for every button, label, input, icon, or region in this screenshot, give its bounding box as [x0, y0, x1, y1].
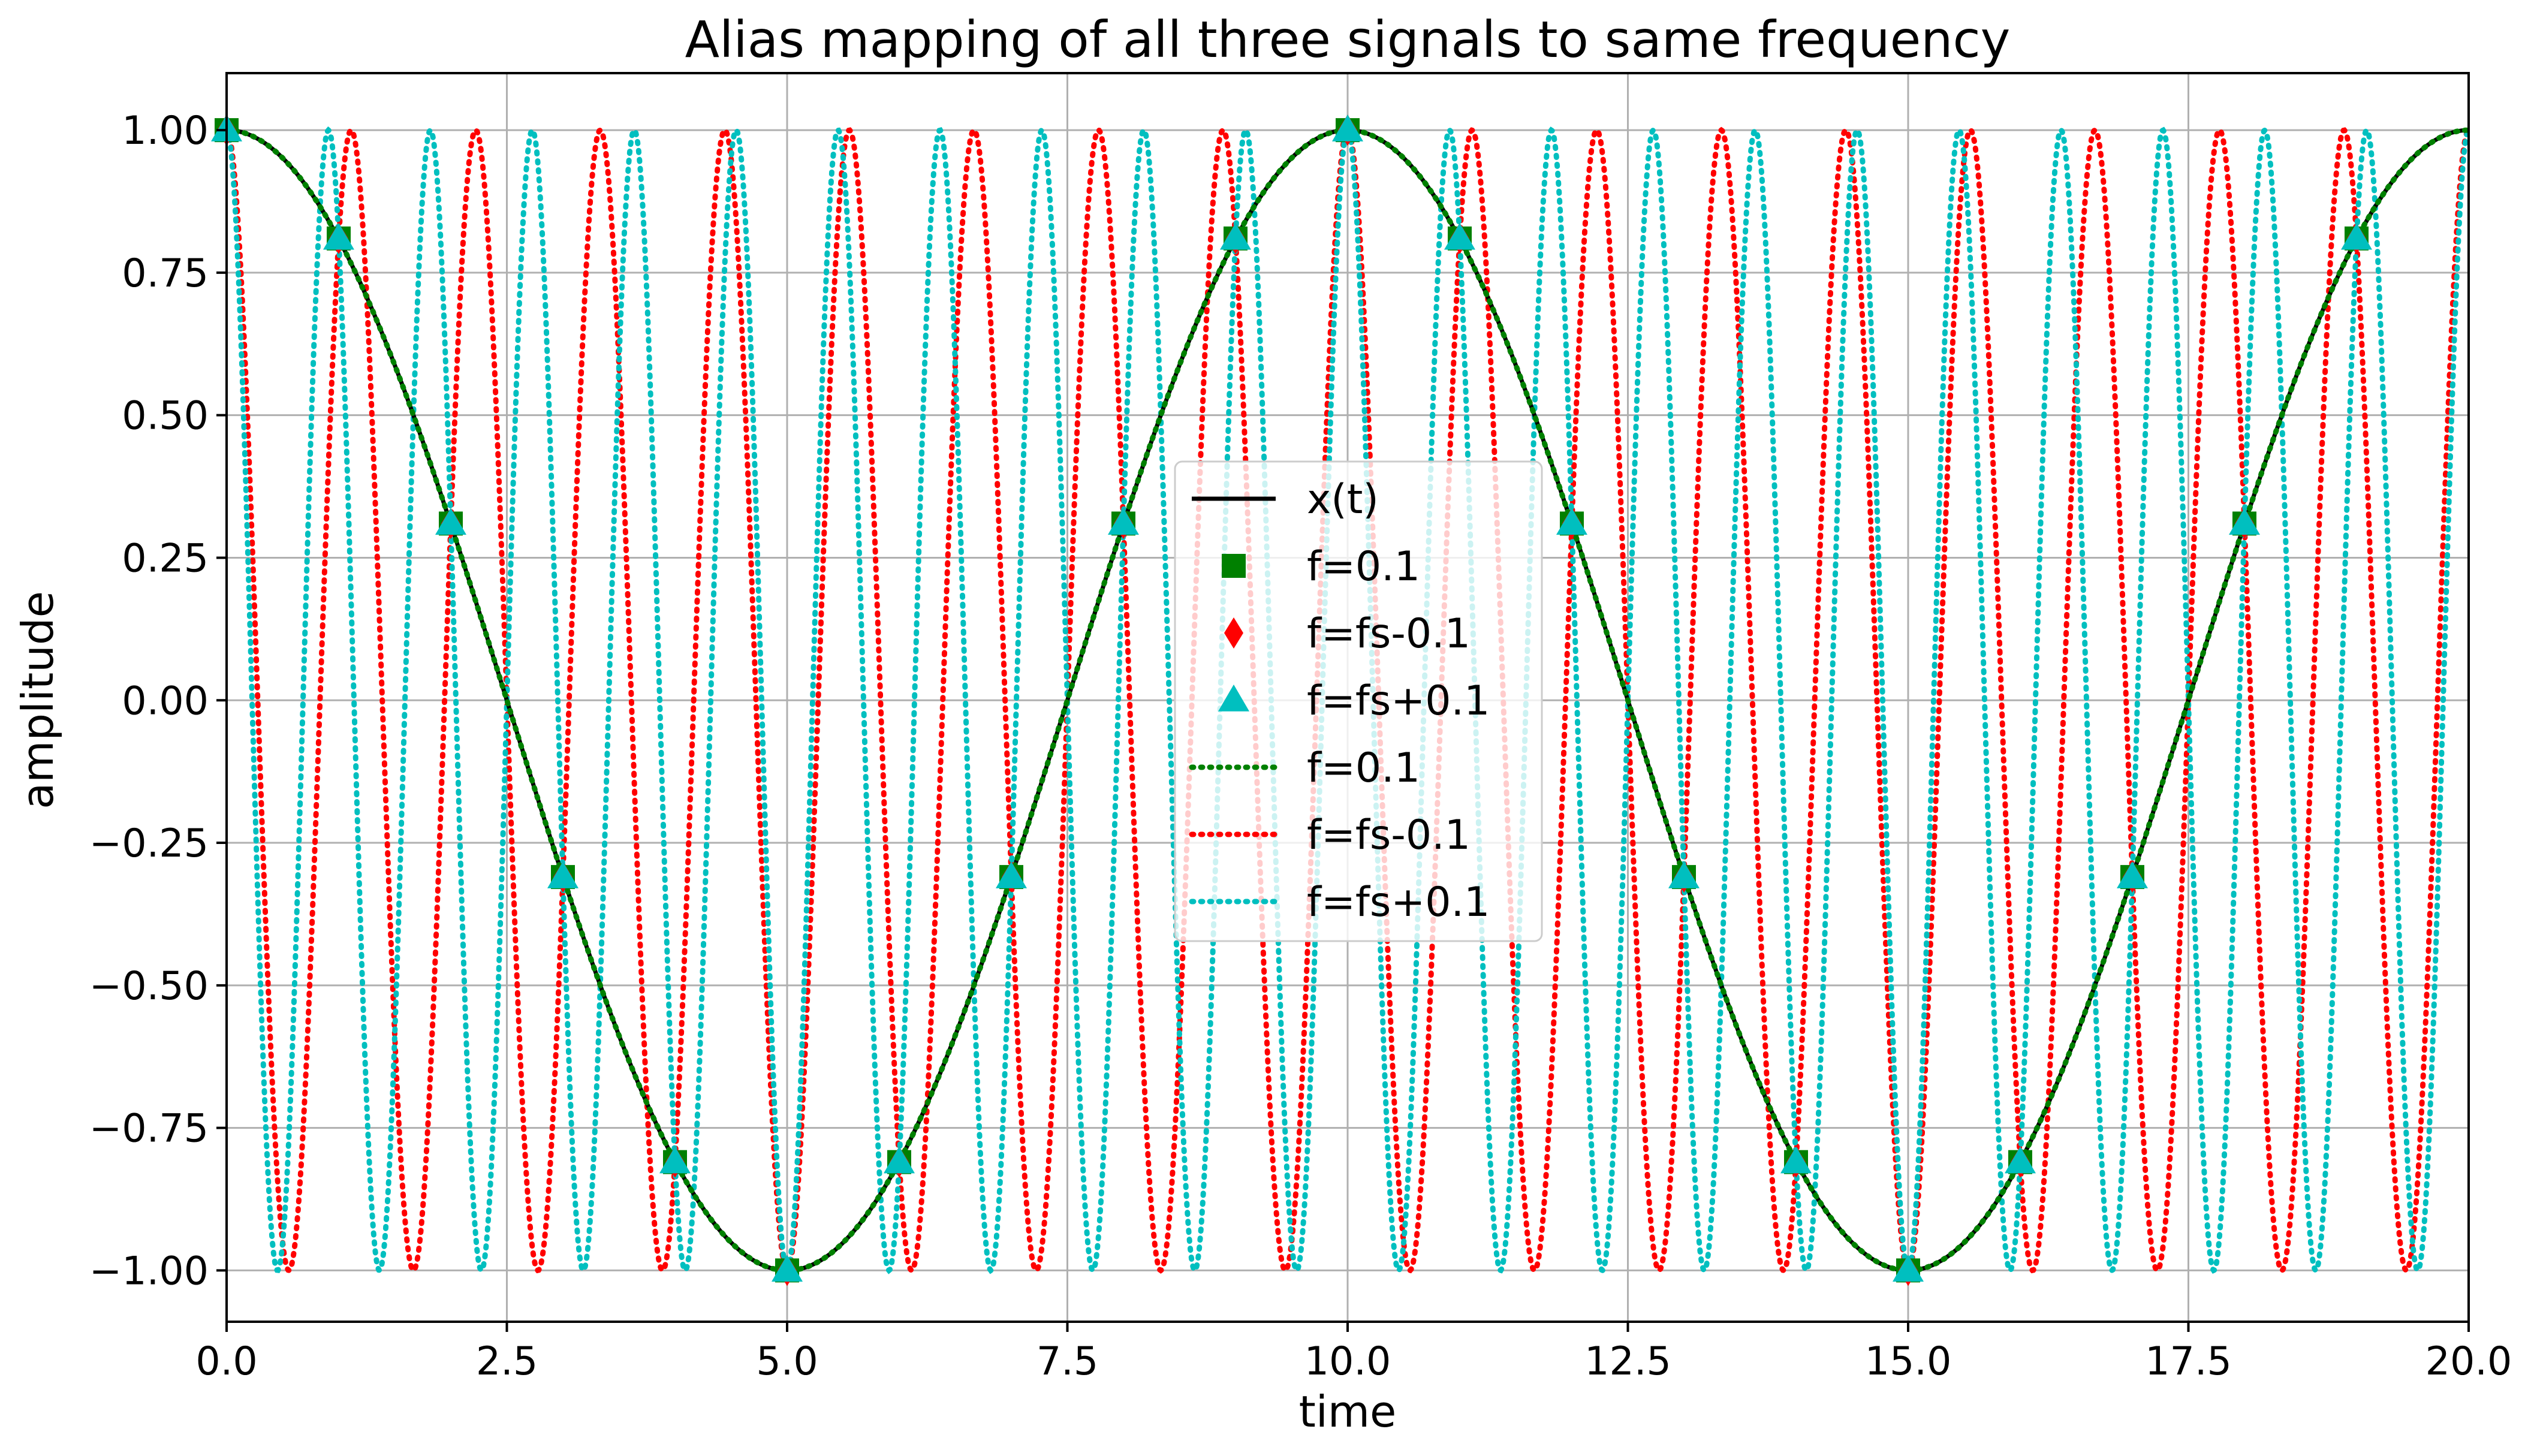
data-point-f-fs-0-1: [1780, 1146, 1812, 1174]
x-tick-label: 5.0: [756, 1339, 818, 1384]
legend-box: [1174, 460, 1543, 942]
y-tick-label: 1.00: [122, 108, 209, 153]
legend: x(t) f=0.1 f=fs-0.1 f=fs+0.1 f=0.1 f=fs-0.1 f=…: [1174, 460, 1543, 942]
x-tick-label: 7.5: [1036, 1339, 1098, 1384]
legend-label: f=0.1: [1307, 543, 1420, 590]
y-tick-label: −1.00: [89, 1249, 209, 1294]
legend-swatch-f-fs-0-1: [1224, 617, 1243, 649]
legend-label: f=fs-0.1: [1307, 812, 1471, 859]
x-tick-label: 12.5: [1584, 1339, 1671, 1384]
legend-label: x(t): [1307, 476, 1379, 523]
legend-label: f=fs+0.1: [1307, 879, 1490, 926]
y-tick-label: 0.75: [122, 251, 209, 296]
legend-swatch-f-0-1: [1222, 554, 1246, 578]
data-point-f-fs-0-1: [2229, 508, 2260, 535]
data-point-f-fs-0-1: [435, 508, 466, 535]
x-tick-label: 17.5: [2145, 1339, 2232, 1384]
x-tick-label: 2.5: [476, 1339, 538, 1384]
data-point-f-fs-0-1: [1332, 114, 1363, 141]
data-point-f-fs-0-1: [659, 1146, 691, 1174]
legend-swatch-f-fs-0-1: [1218, 685, 1249, 712]
series-markers-f-fs-0-1: [211, 114, 2372, 1282]
y-tick-label: 0.00: [122, 679, 209, 724]
y-tick-label: −0.50: [89, 964, 209, 1009]
x-tick-label: 15.0: [1865, 1339, 1952, 1384]
legend-label: f=fs-0.1: [1307, 610, 1471, 658]
data-point-f-fs-0-1: [323, 222, 354, 250]
chart-title: Alias mapping of all three signals to sa…: [685, 10, 2011, 69]
data-point-f-fs-0-1: [2005, 1146, 2036, 1174]
x-tick-label: 20.0: [2425, 1339, 2512, 1384]
data-point-f-fs-0-1: [547, 861, 578, 888]
data-point-f-fs-0-1: [2341, 222, 2372, 250]
y-axis-label: amplitude: [13, 591, 63, 809]
y-tick-label: −0.75: [89, 1107, 209, 1151]
data-point-f-fs-0-1: [1108, 508, 1139, 535]
x-tick-label: 10.0: [1304, 1339, 1391, 1384]
data-point-f-fs-0-1: [2117, 861, 2148, 888]
data-point-f-fs-0-1: [996, 861, 1027, 888]
axis-ticks: 0.0 2.5 5.0 7.5 10.0 12.5 15.0 17.5 20.0 1.00 0.75…: [89, 108, 2512, 1384]
legend-label: f=0.1: [1307, 744, 1420, 792]
plot-area: [211, 114, 2472, 1286]
y-tick-label: 0.25: [122, 536, 209, 581]
data-point-f-fs-0-1: [1556, 508, 1587, 535]
x-axis-label: time: [1299, 1386, 1397, 1437]
legend-label: f=fs+0.1: [1307, 677, 1490, 725]
y-tick-label: 0.50: [122, 394, 209, 439]
data-point-f-fs-0-1: [1220, 222, 1251, 250]
y-tick-label: −0.25: [89, 821, 209, 866]
data-point-f-fs-0-1: [772, 1255, 803, 1282]
data-point-f-fs-0-1: [1444, 222, 1475, 250]
data-point-f-fs-0-1: [1668, 861, 1700, 888]
x-tick-label: 0.0: [195, 1339, 257, 1384]
data-point-f-fs-0-1: [1893, 1255, 1924, 1282]
data-point-f-fs-0-1: [884, 1146, 915, 1174]
